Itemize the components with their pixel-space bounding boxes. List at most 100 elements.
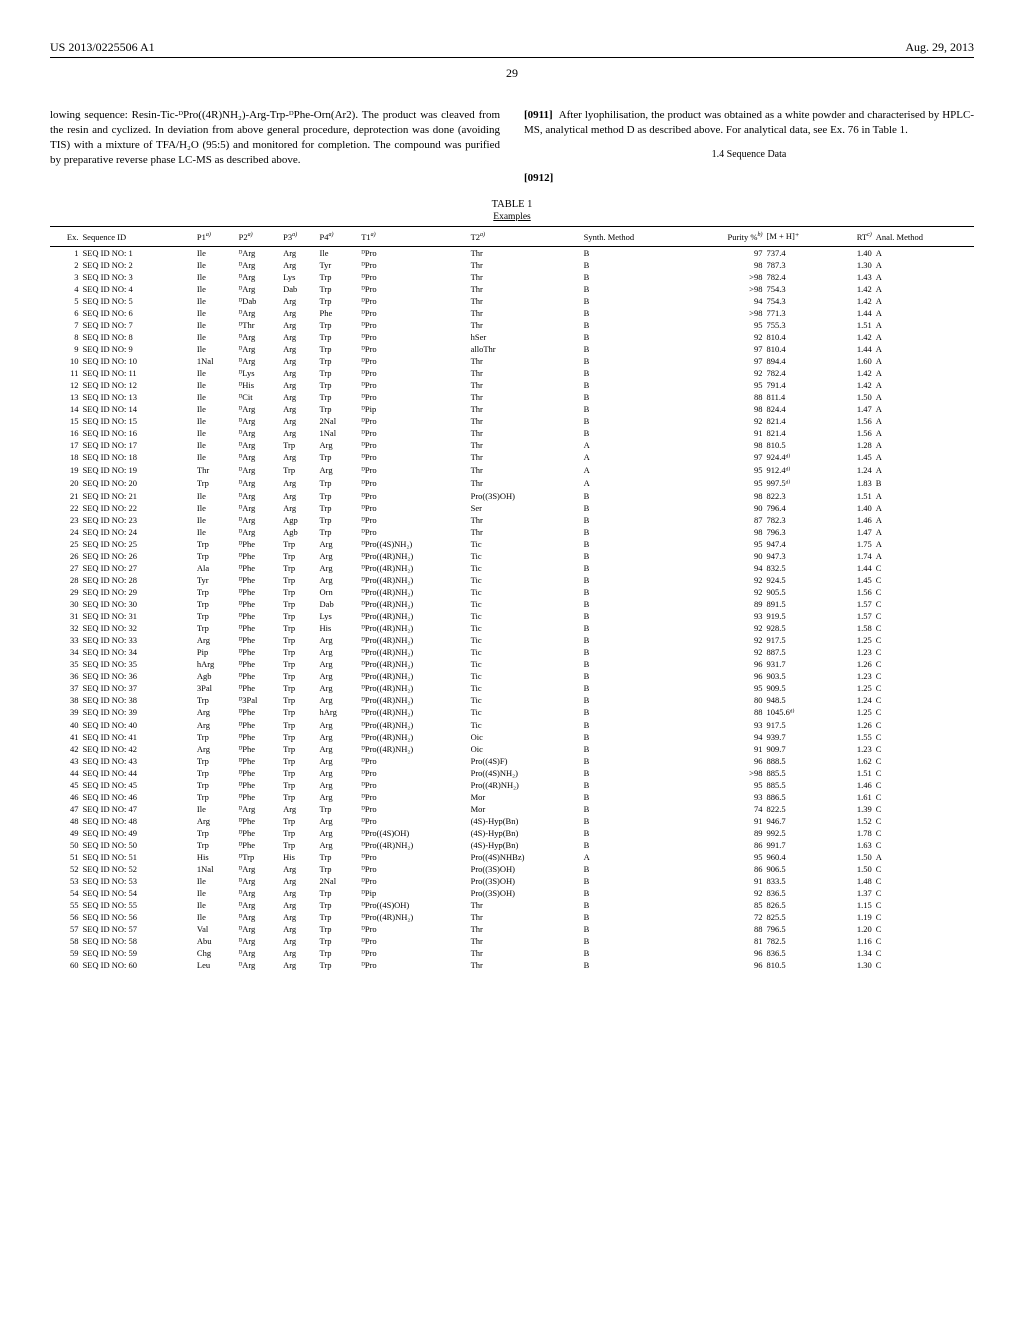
table-row: 32SEQ ID NO: 32TrpᴰPheTrpHisᴰPro((4R)NH₂… [50,622,974,634]
table-cell: SEQ ID NO: 13 [80,391,194,403]
table-cell: 38 [50,694,80,706]
table-cell: 58 [50,935,80,947]
table-cell: 931.7 [764,658,836,670]
table-cell: 1.63 [837,839,874,851]
table-cell: 1.58 [837,622,874,634]
right-column: [0911] After lyophilisation, the product… [524,97,974,197]
table-cell: ᴰPro((4R)NH₂) [359,719,468,731]
table-cell: B [582,923,689,935]
table-cell: Trp [281,538,317,550]
table-cell: A [874,451,974,464]
table-cell: Trp [281,839,317,851]
table-cell: B [582,658,689,670]
table-cell: ᴰPro [359,439,468,451]
table-cell: B [582,803,689,815]
table-cell: ᴰCit [237,391,282,403]
table-cell: 98 [688,259,764,271]
table-cell: ᴰPro((4R)NH₂) [359,731,468,743]
table-cell: ᴰPro [359,427,468,439]
table-cell: ᴰPhe [237,719,282,731]
table-cell: 811.4 [764,391,836,403]
table-row: 22SEQ ID NO: 22IleᴰArgArgTrpᴰProSerB9079… [50,502,974,514]
table-cell: B [874,477,974,490]
table-cell: 97 [688,343,764,355]
table-cell: 1.56 [837,427,874,439]
table-cell: 924.5 [764,574,836,586]
table-cell: Trp [318,367,360,379]
table-cell: Tic [469,694,582,706]
table-cell: Trp [195,755,237,767]
table-cell: Trp [195,586,237,598]
table-cell: hArg [318,706,360,719]
col-header: P2a) [237,226,282,246]
table-cell: ᴰPro [359,415,468,427]
table-row: 27SEQ ID NO: 27AlaᴰPheTrpArgᴰPro((4R)NH₂… [50,562,974,574]
table-cell: Pro((4S)F) [469,755,582,767]
table-cell: C [874,779,974,791]
table-cell: A [874,331,974,343]
table-cell: ᴰArg [237,490,282,502]
table-row: 56SEQ ID NO: 56IleᴰArgArgTrpᴰPro((4R)NH₂… [50,911,974,923]
table-cell: 1045.6ᵈ⁾ [764,706,836,719]
table-cell: SEQ ID NO: 18 [80,451,194,464]
table-cell: 95 [688,682,764,694]
table-cell: Ile [195,295,237,307]
table-cell: SEQ ID NO: 60 [80,959,194,971]
table-cell: Thr [469,514,582,526]
table-cell: SEQ ID NO: 19 [80,464,194,477]
table-cell: C [874,947,974,959]
table-cell: Trp [281,755,317,767]
table-cell: A [582,451,689,464]
table-cell: Agb [195,670,237,682]
table-cell: 826.5 [764,899,836,911]
table-cell: Arg [281,246,317,259]
table-cell: Arg [281,319,317,331]
table-cell: Arg [318,767,360,779]
table-cell: B [582,815,689,827]
col-header: [M + H]⁺ [764,226,836,246]
table-row: 5SEQ ID NO: 5IleᴰDabArgTrpᴰProThrB94754.… [50,295,974,307]
table-cell: 1.45 [837,451,874,464]
table-cell: B [582,295,689,307]
table-cell: ᴰArg [237,427,282,439]
table-cell: ᴰPhe [237,767,282,779]
table-cell: 1.55 [837,731,874,743]
table-cell: 1.24 [837,464,874,477]
table-cell: 1.24 [837,694,874,706]
table-cell: ᴰArg [237,863,282,875]
table-cell: ᴰHis [237,379,282,391]
table-cell: Trp [195,839,237,851]
table-row: 9SEQ ID NO: 9IleᴰArgArgTrpᴰProalloThrB97… [50,343,974,355]
table-cell: Trp [195,550,237,562]
table-cell: Arg [281,307,317,319]
table-cell: 1.74 [837,550,874,562]
table-cell: Ile [195,403,237,415]
table-cell: ᴰPhe [237,574,282,586]
table-cell: SEQ ID NO: 2 [80,259,194,271]
table-cell: ᴰArg [237,947,282,959]
table-cell: B [582,415,689,427]
table-cell: ᴰPro [359,502,468,514]
table-cell: Arg [318,779,360,791]
table-cell: C [874,682,974,694]
doc-date: Aug. 29, 2013 [905,40,974,55]
table-cell: ᴰPhe [237,538,282,550]
table-cell: ᴰArg [237,415,282,427]
table-cell: C [874,839,974,851]
table-cell: 1.23 [837,646,874,658]
table-cell: 1.25 [837,706,874,719]
table-cell: Trp [281,658,317,670]
table-cell: Pro((3S)OH) [469,490,582,502]
table-cell: A [582,851,689,863]
table-cell: SEQ ID NO: 50 [80,839,194,851]
table-cell: Pro((4S)NH₂) [469,767,582,779]
table-cell: 1.40 [837,502,874,514]
table-cell: Trp [195,610,237,622]
table-cell: Trp [281,670,317,682]
table-cell: A [874,502,974,514]
table-cell: SEQ ID NO: 37 [80,682,194,694]
table-cell: 1.57 [837,598,874,610]
table-cell: Arg [281,391,317,403]
table-cell: Arg [281,451,317,464]
table-cell: 95 [688,464,764,477]
